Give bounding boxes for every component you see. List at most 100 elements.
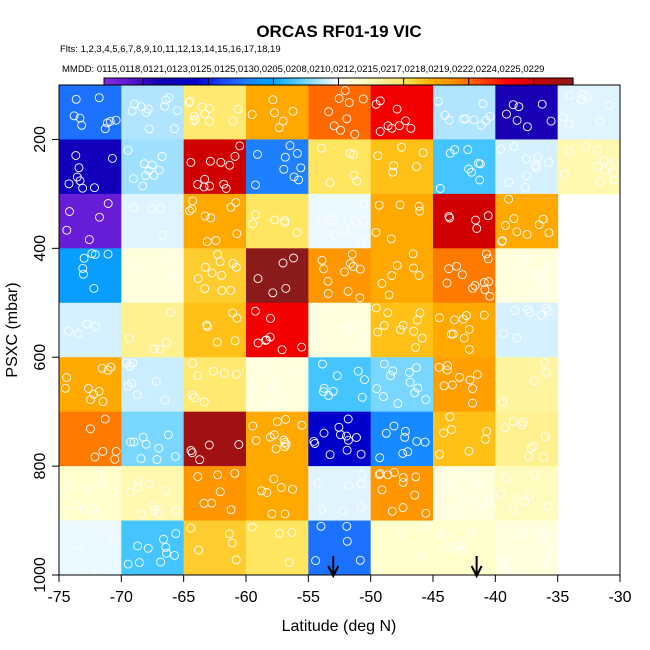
observation-marker: [90, 250, 100, 259]
observation-marker: [292, 228, 302, 237]
observation-marker: [340, 86, 350, 96]
observation-marker: [543, 260, 553, 270]
observation-marker: [133, 482, 143, 492]
observation-marker: [128, 358, 138, 368]
observation-marker: [157, 152, 167, 161]
observation-marker: [98, 446, 108, 456]
observation-marker: [386, 234, 396, 244]
observation-marker: [593, 145, 603, 155]
observation-marker: [185, 96, 195, 106]
observation-marker: [445, 148, 455, 158]
observation-marker: [136, 509, 146, 519]
observation-marker: [287, 527, 297, 537]
observation-marker: [311, 556, 321, 566]
observation-marker: [127, 106, 137, 116]
observation-marker: [352, 176, 362, 186]
observation-marker: [219, 179, 229, 189]
observation-marker: [128, 203, 138, 213]
observation-marker: [212, 337, 222, 347]
observation-marker: [546, 116, 556, 126]
observation-marker: [472, 479, 482, 489]
observation-marker: [340, 267, 349, 277]
observation-marker: [564, 146, 574, 156]
observation-marker: [136, 454, 146, 464]
observation-marker: [464, 344, 474, 354]
observation-marker: [129, 174, 138, 184]
observation-marker: [583, 91, 593, 101]
observation-marker: [235, 141, 245, 151]
observation-marker: [343, 414, 353, 424]
observation-marker: [501, 221, 510, 230]
observation-marker: [269, 378, 279, 388]
observation-marker: [458, 536, 467, 546]
heatmap-cell: [246, 139, 309, 195]
observation-marker: [82, 484, 92, 494]
observation-marker: [371, 303, 381, 313]
observation-marker: [387, 506, 397, 516]
observation-marker: [474, 158, 484, 168]
observation-marker: [216, 157, 226, 167]
observation-marker: [92, 564, 102, 574]
observation-marker: [297, 342, 307, 352]
observation-marker: [265, 332, 275, 342]
observation-marker: [381, 428, 391, 438]
observation-marker: [133, 477, 143, 486]
observation-marker: [512, 115, 522, 125]
heatmap-cell: [308, 411, 372, 467]
observation-marker: [558, 112, 568, 122]
observation-markers: [0, 86, 620, 574]
observation-marker: [434, 528, 444, 538]
observation-marker: [383, 308, 393, 318]
x-axis-label: Latitude (deg N): [282, 618, 397, 635]
observation-marker: [528, 441, 538, 451]
observation-marker: [61, 507, 71, 517]
observation-marker: [319, 428, 329, 438]
y-tick-label: 800: [32, 453, 49, 480]
observation-marker: [289, 253, 298, 263]
observation-marker: [466, 527, 476, 537]
observation-marker: [248, 387, 258, 397]
observation-marker: [525, 490, 535, 500]
observation-marker: [345, 258, 355, 268]
observation-marker: [151, 376, 161, 386]
observation-marker: [485, 291, 495, 301]
observation-marker: [356, 479, 366, 489]
heatmap-cell: [121, 357, 185, 413]
x-tick-label: -30: [608, 589, 631, 606]
observation-marker: [123, 145, 133, 155]
observation-marker: [297, 420, 307, 430]
observation-marker: [457, 270, 467, 280]
observation-marker: [404, 367, 414, 377]
observation-marker: [389, 421, 399, 431]
observation-marker: [414, 201, 424, 211]
observation-marker: [500, 564, 510, 574]
observation-marker: [62, 373, 72, 382]
observation-marker: [444, 211, 454, 221]
observation-marker: [434, 313, 444, 323]
heatmap-cell: [370, 85, 434, 140]
observation-marker: [411, 342, 420, 352]
heatmap-cell: [495, 357, 559, 413]
observation-marker: [469, 115, 479, 125]
observation-marker: [123, 559, 133, 569]
observation-marker: [184, 98, 194, 108]
observation-marker: [336, 430, 345, 440]
observation-marker: [542, 288, 552, 298]
observation-marker: [103, 365, 113, 375]
observation-marker: [521, 154, 531, 164]
observation-marker: [97, 363, 107, 373]
observation-marker: [172, 274, 182, 284]
observation-marker: [211, 236, 221, 245]
heatmap-cell: [246, 411, 309, 467]
observation-marker: [280, 216, 290, 226]
observation-marker: [421, 508, 431, 518]
observation-marker: [82, 319, 92, 329]
observation-marker: [416, 551, 426, 561]
observation-marker: [605, 160, 615, 170]
observation-marker: [516, 267, 526, 277]
observation-marker: [94, 93, 104, 103]
observation-marker: [205, 181, 215, 191]
observation-marker: [360, 375, 369, 385]
observation-marker: [411, 363, 421, 373]
dates-label: MMDD: 0115,0118,0121,0123,0125,0125,0130…: [62, 64, 544, 75]
